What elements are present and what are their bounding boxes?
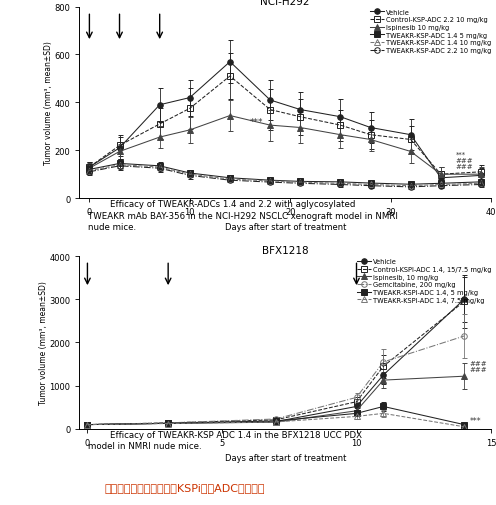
Legend: Vehicle, Control-KSP-ADC 2.2 10 mg/kg, Ispinesib 10 mg/kg, TWEAKR-KSP-ADC 1.4 5 : Vehicle, Control-KSP-ADC 2.2 10 mg/kg, I… (370, 9, 492, 55)
Title: BFX1218: BFX1218 (262, 246, 309, 256)
Text: ###
###: ### ### (470, 360, 487, 373)
Text: ***
###
###: *** ### ### (456, 151, 474, 170)
Text: Efficacy of TWEAKR-KSP ADC 1.4 in the BFX1218 UCC PDX
model in NMRI nude mice.: Efficacy of TWEAKR-KSP ADC 1.4 in the BF… (88, 430, 362, 450)
Text: ***: *** (250, 118, 263, 127)
Legend: Vehicle, Control-KSPI-ADC 1.4, 15/7.5 mg/kg, Ispinesib, 10 mg/kg, Gemcitabine, 2: Vehicle, Control-KSPI-ADC 1.4, 15/7.5 mg… (357, 258, 492, 304)
Y-axis label: Tumor volume (mm³, mean±SD): Tumor volume (mm³, mean±SD) (44, 41, 53, 165)
Y-axis label: Tumor volume (mm³, mean±SD): Tumor volume (mm³, mean±SD) (39, 281, 48, 405)
Text: ***: *** (470, 416, 481, 425)
Title: NCI-H292: NCI-H292 (260, 0, 310, 7)
X-axis label: Days after start of treatment: Days after start of treatment (225, 222, 346, 231)
Text: Efficacy of TWEAKR-ADCs 1.4 and 2.2 with aglycosylated
TWEAKR mAb BAY-356 in the: Efficacy of TWEAKR-ADCs 1.4 and 2.2 with… (88, 200, 397, 232)
X-axis label: Days after start of treatment: Days after start of treatment (225, 452, 346, 462)
Text: 不同小鼠肿瘤模型中基于KSPi新型ADC疗效显著: 不同小鼠肿瘤模型中基于KSPi新型ADC疗效显著 (104, 482, 264, 492)
